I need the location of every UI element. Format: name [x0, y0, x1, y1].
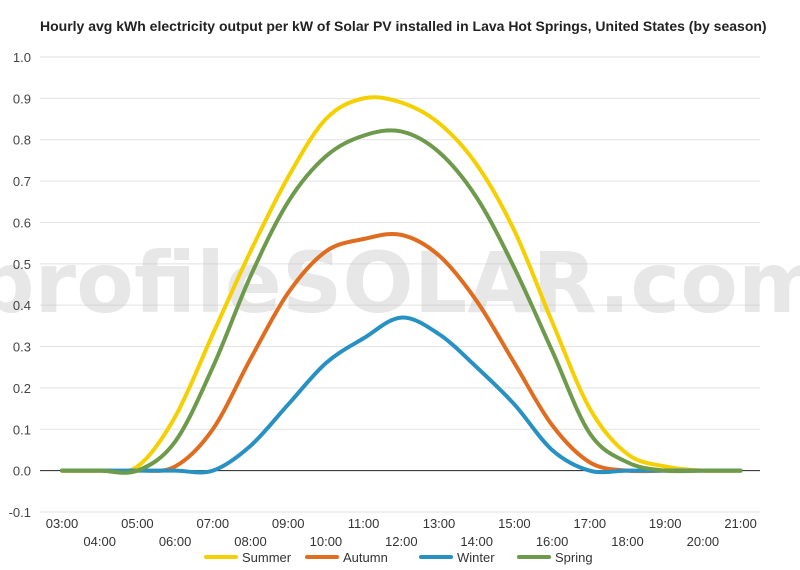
x-tick-label: 17:00 [574, 516, 607, 531]
y-tick-label: 0.6 [13, 215, 31, 230]
y-tick-label: 0.8 [13, 133, 31, 148]
y-tick-label: 0.3 [13, 340, 31, 355]
y-tick-label: 0.7 [13, 174, 31, 189]
x-tick-label: 15:00 [498, 516, 531, 531]
x-tick-label: 21:00 [724, 516, 757, 531]
x-tick-label: 13:00 [423, 516, 456, 531]
x-tick-label: 16:00 [536, 534, 569, 549]
watermark: profileSOLAR.com [0, 234, 800, 332]
x-tick-label: 07:00 [197, 516, 230, 531]
y-tick-label: 0.5 [13, 257, 31, 272]
series-line-spring [60, 128, 743, 475]
x-tick-label: 18:00 [611, 534, 644, 549]
legend-item-spring: Spring [517, 550, 593, 565]
y-tick-label: 0.2 [13, 381, 31, 396]
legend-item-winter: Winter [419, 550, 495, 565]
x-tick-label: 03:00 [46, 516, 79, 531]
legend: Summer Autumn Winter Spring [204, 550, 593, 565]
y-axis: 1.0 0.9 0.8 0.7 0.6 0.5 0.4 0.3 0.2 0.1 0.0 -0.1 [9, 50, 31, 520]
y-tick-label: 0.4 [13, 298, 31, 313]
legend-label: Spring [555, 550, 593, 565]
y-tick-label: 0.0 [13, 464, 31, 479]
y-tick-label: 0.1 [13, 422, 31, 437]
legend-label: Winter [457, 550, 495, 565]
chart-title: Hourly avg kWh electricity output per kW… [40, 18, 767, 34]
x-tick-label: 19:00 [649, 516, 682, 531]
series [60, 95, 743, 475]
x-tick-label: 14:00 [460, 534, 493, 549]
x-tick-label: 12:00 [385, 534, 418, 549]
legend-item-summer: Summer [204, 550, 292, 565]
legend-label: Summer [242, 550, 292, 565]
y-tick-label: 1.0 [13, 50, 31, 65]
legend-item-autumn: Autumn [305, 550, 388, 565]
series-line-summer [60, 95, 743, 474]
y-tick-label: -0.1 [9, 505, 31, 520]
x-tick-label: 04:00 [83, 534, 116, 549]
x-tick-label: 11:00 [348, 516, 380, 531]
y-tick-label: 0.9 [13, 91, 31, 106]
x-tick-label: 05:00 [121, 516, 154, 531]
x-tick-label: 09:00 [272, 516, 305, 531]
series-line-winter [60, 315, 743, 475]
watermark-text: profileSOLAR.com [0, 234, 800, 332]
x-tick-label: 08:00 [234, 534, 267, 549]
x-tick-label: 10:00 [310, 534, 343, 549]
x-tick-label: 06:00 [159, 534, 192, 549]
legend-label: Autumn [343, 550, 388, 565]
x-axis: 03:00 04:00 05:00 06:00 07:00 08:00 09:00 10:00… [46, 516, 757, 549]
x-tick-label: 20:00 [687, 534, 720, 549]
